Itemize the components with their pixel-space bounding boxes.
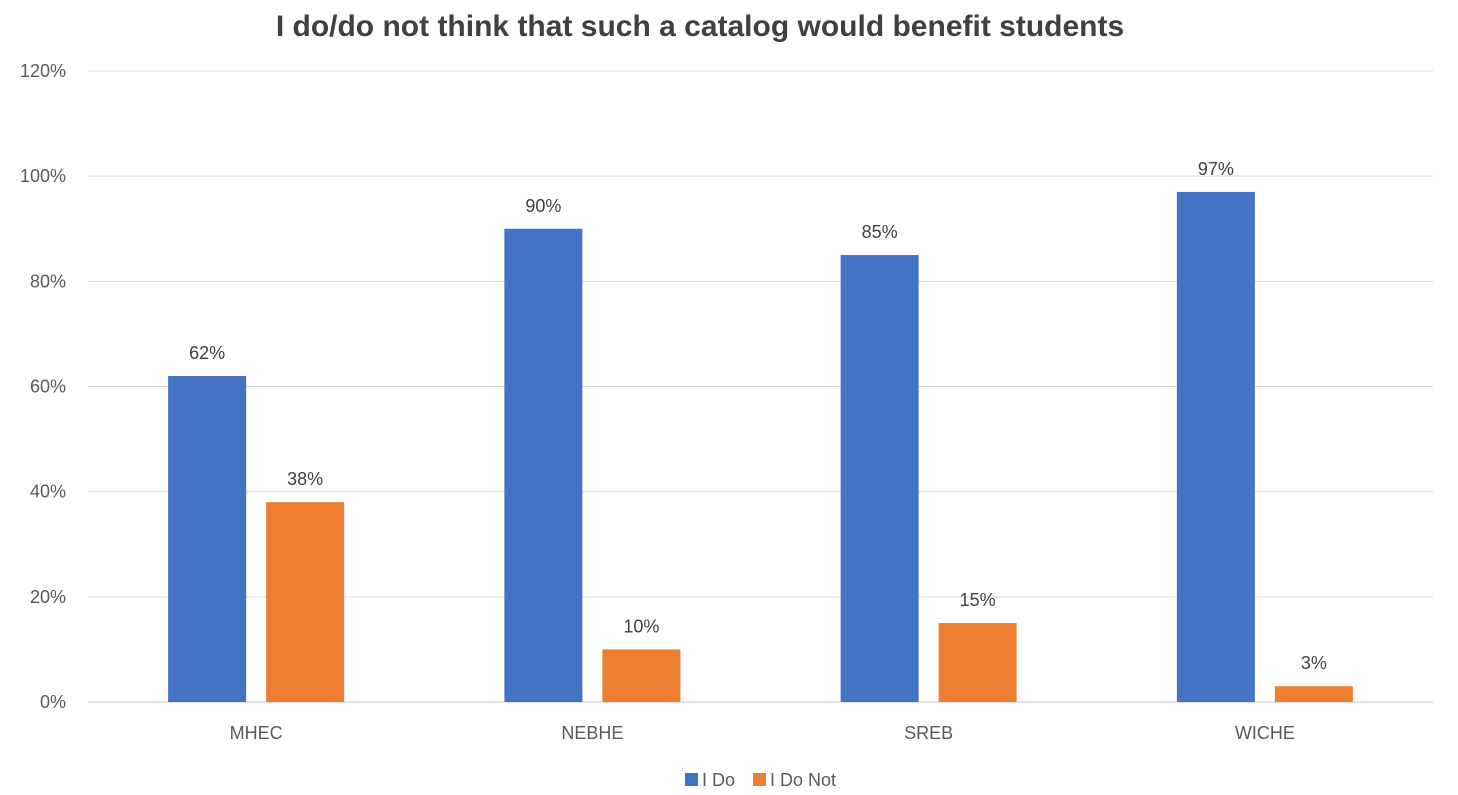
bars [168,191,1353,703]
legend-item-i-do[interactable]: I Do [684,770,735,790]
y-tick-label: 100% [20,166,66,186]
y-tick-label: 0% [40,692,66,712]
y-tick-label: 120% [20,61,66,81]
data-label: 15% [960,590,996,610]
legend-swatch [684,773,698,786]
bar-i-do-mhec [168,375,247,702]
legend-label: I Do Not [770,770,836,790]
bar-i-do-not-sreb [938,623,1017,702]
x-axis-categories: MHEC NEBHE SREB WICHE [230,723,1295,743]
y-tick-label: 40% [30,482,66,502]
data-label: 90% [525,196,561,216]
data-label: 10% [623,616,659,636]
chart-title: I do/do not think that such a catalog wo… [276,10,1124,43]
y-tick-label: 20% [30,587,66,607]
data-label: 38% [287,469,323,489]
y-tick-label: 60% [30,377,66,397]
legend[interactable]: I Do I Do Not [684,770,836,790]
y-axis-ticks: 0% 20% 40% 60% 80% 100% 120% [20,61,66,712]
bar-i-do-wiche [1176,191,1255,703]
x-category-label: WICHE [1235,723,1295,743]
data-label: 85% [862,222,898,242]
legend-label: I Do [702,770,735,790]
bar-i-do-not-wiche [1274,686,1353,702]
y-tick-label: 80% [30,271,66,291]
bar-i-do-nebhe [504,228,583,702]
x-category-label: SREB [904,723,953,743]
x-category-label: MHEC [230,723,283,743]
legend-item-i-do-not[interactable]: I Do Not [752,770,836,790]
bar-i-do-not-nebhe [602,649,681,702]
data-label: 62% [189,343,225,363]
data-label: 3% [1301,653,1327,673]
bar-i-do-sreb [840,255,919,702]
bar-i-do-not-mhec [266,502,345,702]
data-label: 97% [1198,159,1234,179]
data-labels: 62% 38% 90% 10% 85% 15% 97% 3% [189,159,1327,673]
x-category-label: NEBHE [561,723,623,743]
legend-swatch [752,773,766,786]
